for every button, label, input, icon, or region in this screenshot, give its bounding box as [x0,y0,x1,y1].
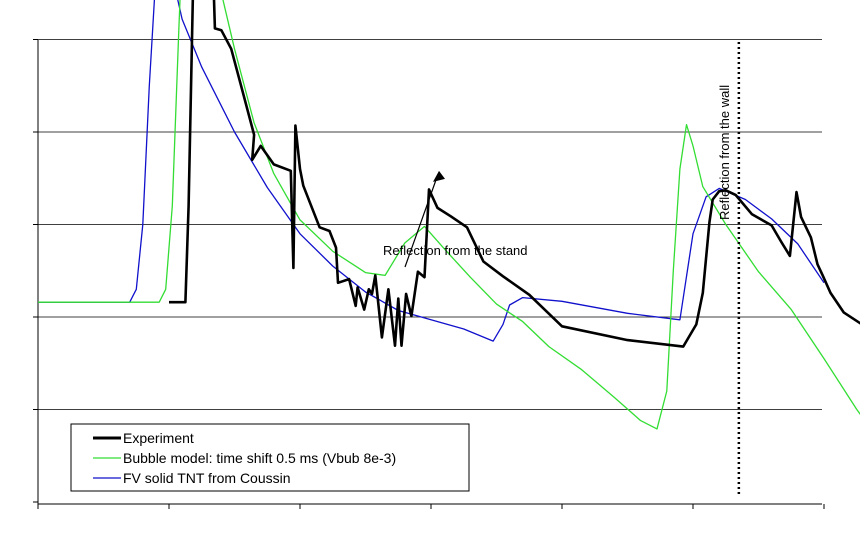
series-line-0 [169,0,860,348]
series-line-2 [38,0,825,342]
stand-reflection-label: Reflection from the stand [383,243,528,258]
legend-entry-bubble: Bubble model: time shift 0.5 ms (Vbub 8e… [123,450,396,466]
legend-entry-fv: FV solid TNT from Coussin [123,470,291,486]
arrow-shaft [404,179,437,268]
series-layer [38,0,860,430]
series-line-1 [38,0,860,430]
legend-entry-experiment: Experiment [123,430,194,446]
gridlines [38,39,822,410]
legend-box [70,423,470,492]
legend: Experiment Bubble model: time shift 0.5 … [70,423,470,492]
stand-reflection-arrow [404,170,445,268]
arrow-head [433,170,445,182]
wall-reflection-label: Reflection from the wall [717,85,732,220]
axis-ticks [33,39,825,509]
